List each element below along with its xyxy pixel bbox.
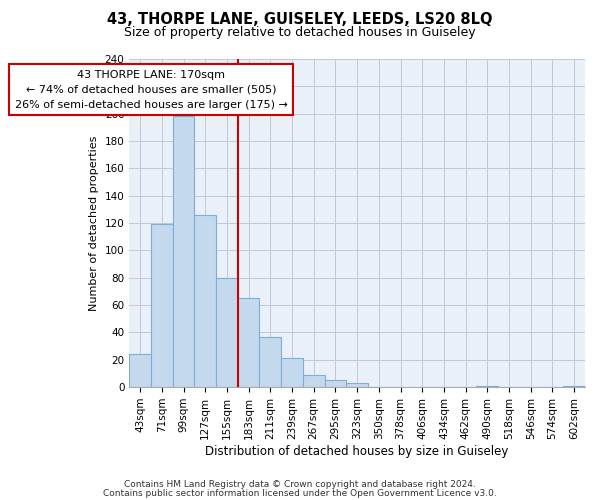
- Bar: [259, 336, 281, 387]
- Bar: [238, 298, 259, 387]
- Bar: [173, 116, 194, 387]
- Text: Size of property relative to detached houses in Guiseley: Size of property relative to detached ho…: [124, 26, 476, 39]
- X-axis label: Distribution of detached houses by size in Guiseley: Distribution of detached houses by size …: [205, 444, 509, 458]
- Bar: [346, 383, 368, 387]
- Text: Contains HM Land Registry data © Crown copyright and database right 2024.: Contains HM Land Registry data © Crown c…: [124, 480, 476, 489]
- Bar: [563, 386, 585, 387]
- Text: Contains public sector information licensed under the Open Government Licence v3: Contains public sector information licen…: [103, 489, 497, 498]
- Text: 43 THORPE LANE: 170sqm  
← 74% of detached houses are smaller (505)
26% of semi-: 43 THORPE LANE: 170sqm ← 74% of detached…: [14, 70, 287, 110]
- Bar: [129, 354, 151, 387]
- Bar: [303, 375, 325, 387]
- Y-axis label: Number of detached properties: Number of detached properties: [89, 136, 99, 310]
- Bar: [216, 278, 238, 387]
- Bar: [194, 215, 216, 387]
- Bar: [476, 386, 498, 387]
- Bar: [281, 358, 303, 387]
- Bar: [325, 380, 346, 387]
- Text: 43, THORPE LANE, GUISELEY, LEEDS, LS20 8LQ: 43, THORPE LANE, GUISELEY, LEEDS, LS20 8…: [107, 12, 493, 28]
- Bar: [151, 224, 173, 387]
